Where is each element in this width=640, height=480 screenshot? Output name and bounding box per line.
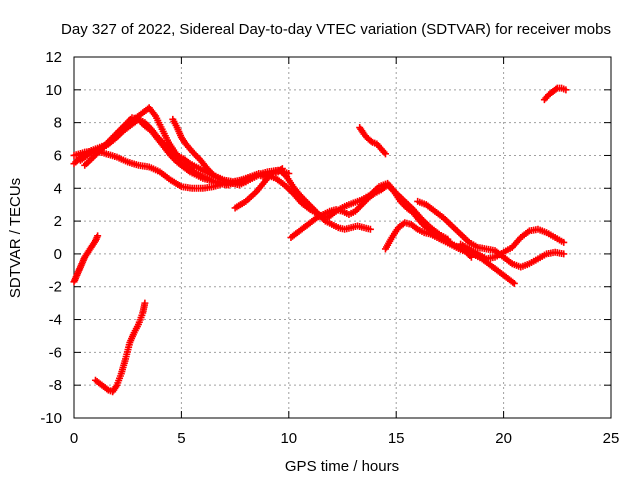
data-point — [381, 150, 389, 158]
y-tick-label: 12 — [45, 49, 62, 66]
x-tick-label: 10 — [280, 430, 297, 447]
y-tick-label: -6 — [49, 344, 62, 361]
data-point — [94, 232, 102, 240]
y-axis-label: SDTVAR / TECUs — [7, 178, 24, 298]
axis-ticks — [73, 56, 612, 419]
y-tick-label: 8 — [54, 115, 62, 132]
y-tick-label: 2 — [54, 213, 62, 230]
y-tick-label: -8 — [49, 377, 62, 394]
y-tick-label: 0 — [54, 246, 62, 263]
data-series — [70, 84, 570, 396]
data-point — [141, 299, 149, 307]
chart-title: Day 327 of 2022, Sidereal Day-to-day VTE… — [61, 21, 611, 38]
grid-lines — [74, 57, 611, 418]
data-point — [552, 85, 560, 93]
y-tick-label: 4 — [54, 180, 62, 197]
data-point — [367, 137, 375, 145]
tick-labels: 0 5 10 15 20 25 -10 -8 -6 -4 -2 0 2 4 6 8 10 12 — [40, 49, 619, 447]
y-tick-label: -2 — [49, 279, 62, 296]
x-tick-label: 15 — [388, 430, 405, 447]
x-tick-label: 25 — [603, 430, 620, 447]
data-point — [560, 238, 568, 246]
x-axis-label: GPS time / hours — [285, 458, 399, 475]
y-tick-label: 10 — [45, 82, 62, 99]
y-tick-label: -10 — [40, 410, 62, 427]
x-tick-label: 5 — [177, 430, 185, 447]
data-point — [510, 279, 518, 287]
plot-frame — [73, 56, 612, 419]
data-point — [366, 225, 374, 233]
y-tick-label: 6 — [54, 147, 62, 164]
y-tick-label: -4 — [49, 312, 62, 329]
x-tick-label: 20 — [495, 430, 512, 447]
data-point — [560, 250, 568, 258]
data-point — [562, 86, 570, 94]
x-tick-label: 0 — [70, 430, 78, 447]
